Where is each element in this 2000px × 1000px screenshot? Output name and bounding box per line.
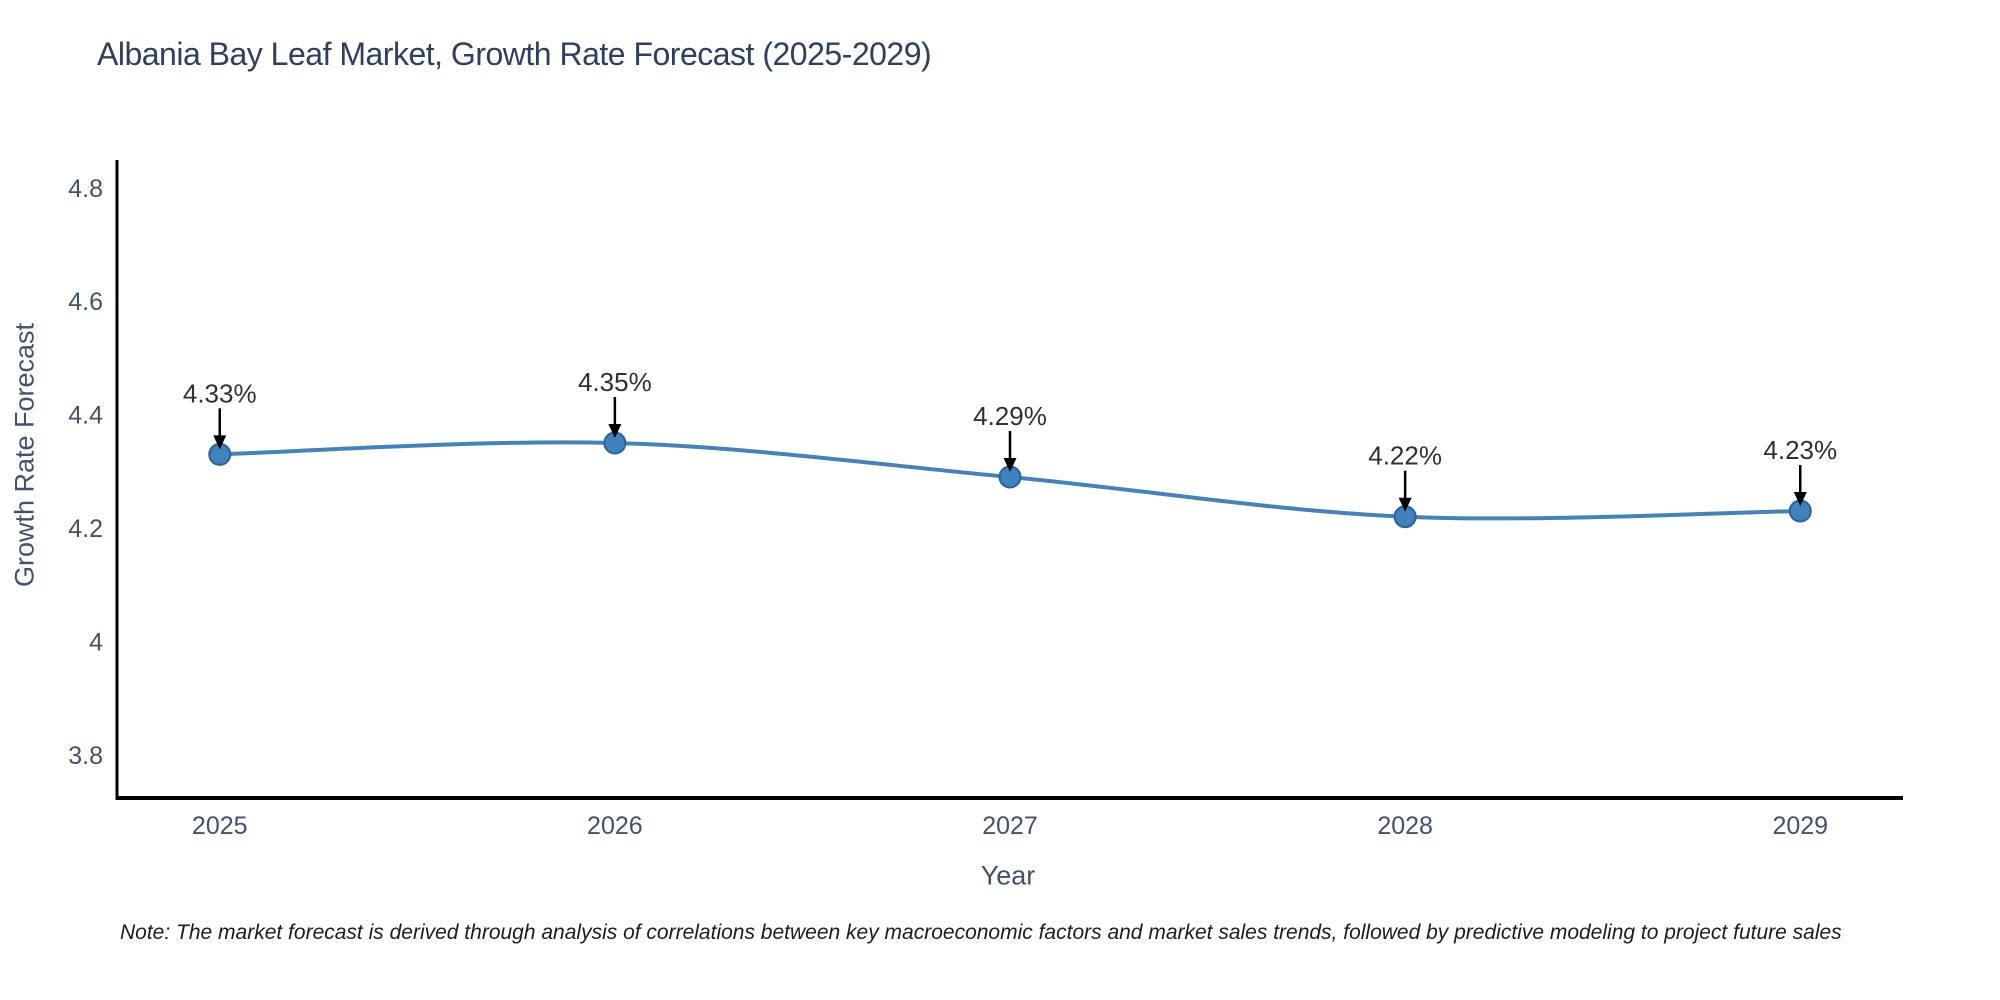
footnote: Note: The market forecast is derived thr… xyxy=(120,921,1842,944)
y-tick-label: 4.8 xyxy=(68,175,103,203)
x-tick-label: 2025 xyxy=(192,812,248,840)
annotation-label: 4.29% xyxy=(973,401,1047,431)
x-tick-label: 2029 xyxy=(1772,812,1828,840)
x-tick-label: 2028 xyxy=(1377,812,1433,840)
x-tick-label: 2026 xyxy=(587,812,643,840)
x-tick-label: 2027 xyxy=(982,812,1038,840)
annotation-label: 4.23% xyxy=(1763,435,1837,465)
annotation-arrow-head xyxy=(1793,492,1807,507)
chart-title: Albania Bay Leaf Market, Growth Rate For… xyxy=(97,36,932,72)
y-tick-label: 4.4 xyxy=(68,402,103,430)
y-tick-label: 4.6 xyxy=(68,288,103,316)
annotation-label: 4.35% xyxy=(578,367,652,397)
x-axis-title: Year xyxy=(980,860,1036,891)
y-axis-title: Growth Rate Forecast xyxy=(9,322,40,588)
y-tick-label: 3.8 xyxy=(68,742,103,770)
y-tick-label: 4 xyxy=(89,628,103,656)
annotation-arrow-head xyxy=(1003,458,1017,473)
annotation-arrow-head xyxy=(1398,497,1412,512)
annotation-label: 4.22% xyxy=(1368,441,1442,471)
annotation-arrow-head xyxy=(213,435,227,450)
annotation-label: 4.33% xyxy=(183,378,257,408)
y-tick-label: 4.2 xyxy=(68,515,103,543)
annotation-arrow-head xyxy=(608,423,622,438)
